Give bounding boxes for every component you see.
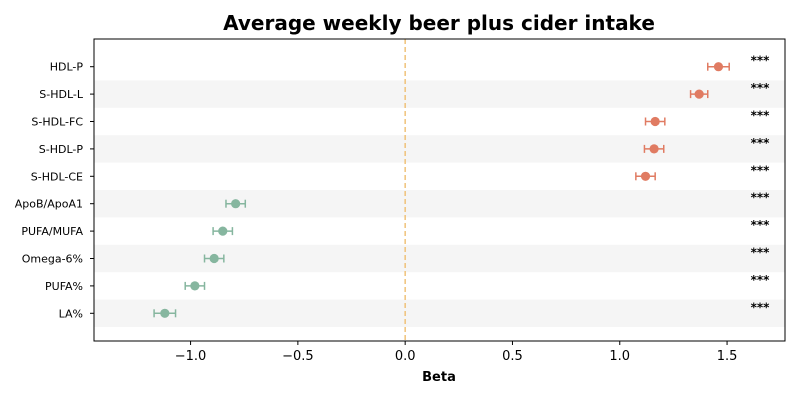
significance-label: ***: [751, 300, 771, 314]
y-tick-label: S-HDL-L: [39, 88, 84, 101]
y-axis-labels: HDL-P S-HDL-L S-HDL-FC S-HDL-P S-HDL-CE ApoB/…: [15, 61, 94, 320]
y-tick-label: Omega-6%: [22, 253, 83, 266]
y-tick-label: PUFA%: [45, 280, 83, 293]
row-band: [94, 190, 785, 218]
significance-label: ***: [751, 246, 771, 260]
data-point: [694, 89, 704, 99]
row-band: [94, 299, 785, 327]
chart-title: Average weekly beer plus cider intake: [223, 11, 655, 35]
row-band: [94, 135, 785, 163]
significance-label: ***: [751, 109, 771, 123]
x-axis-label: Beta: [422, 370, 456, 385]
data-point: [190, 281, 200, 291]
plot-frame: [93, 38, 786, 342]
row-band: [94, 244, 785, 273]
significance-label: ***: [751, 54, 771, 68]
significance-label: ***: [751, 191, 771, 205]
significance-label: ***: [751, 163, 771, 177]
x-tick-label: 0.5: [502, 349, 523, 364]
x-tick-label: 0.0: [395, 349, 416, 364]
y-tick-label: HDL-P: [50, 61, 84, 74]
y-tick-label: LA%: [59, 307, 83, 320]
y-tick-label: S-HDL-P: [39, 143, 84, 156]
significance-label: ***: [751, 218, 771, 232]
significance-labels: *** *** *** *** *** *** *** *** *** ***: [751, 54, 771, 315]
data-point: [160, 308, 170, 318]
x-tick-label: −0.5: [282, 349, 314, 364]
x-tick-label: −1.0: [175, 349, 207, 364]
data-marks: [153, 62, 730, 318]
data-point: [640, 171, 651, 181]
x-tick-label: 1.0: [609, 349, 630, 364]
significance-label: ***: [751, 136, 771, 150]
significance-label: ***: [751, 81, 771, 95]
data-point: [209, 253, 219, 264]
y-tick-label: S-HDL-FC: [31, 116, 83, 129]
data-point: [713, 62, 724, 72]
data-point: [231, 199, 241, 209]
y-tick-label: S-HDL-CE: [31, 170, 83, 183]
row-band: [94, 80, 785, 108]
x-axis: −1.0 −0.5 0.0 0.5 1.0 1.5: [175, 341, 738, 364]
row-bands: [94, 80, 785, 327]
data-point: [218, 226, 228, 236]
x-tick-label: 1.5: [717, 349, 738, 364]
y-tick-label: PUFA/MUFA: [21, 225, 83, 238]
data-point: [649, 144, 659, 154]
significance-label: ***: [751, 273, 771, 287]
data-point: [650, 116, 660, 127]
y-tick-label: ApoB/ApoA1: [15, 198, 83, 211]
